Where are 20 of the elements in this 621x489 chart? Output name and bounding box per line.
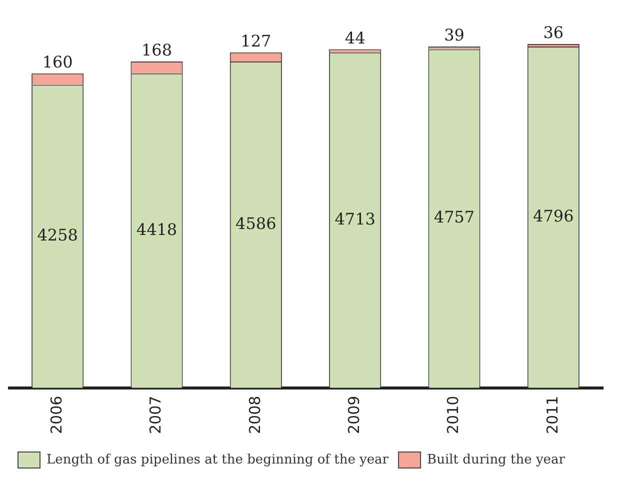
x-tick-label: 2007 [146,396,165,434]
data-label: 4757 [434,208,475,227]
data-label: 39 [444,26,464,45]
data-label: 4258 [37,225,78,244]
legend-label: Length of gas pipelines at the beginning of the year [46,452,390,468]
x-tick-label: 2010 [444,396,462,434]
x-tick-label: 2008 [246,396,264,434]
data-label: 44 [344,28,366,48]
data-label: 127 [240,32,272,51]
data-label: 4713 [334,209,376,228]
data-label: 4418 [136,220,178,239]
data-label: 36 [543,23,564,42]
legend-label: Built during the year [427,452,566,468]
data-label: 168 [141,40,172,60]
data-label: 160 [42,52,73,72]
x-tick-label: 2011 [543,396,562,434]
x-tick-label: 2006 [47,396,66,434]
data-label: 4796 [533,206,574,226]
data-label: 4586 [236,214,276,233]
x-tick-label: 2009 [344,396,363,434]
